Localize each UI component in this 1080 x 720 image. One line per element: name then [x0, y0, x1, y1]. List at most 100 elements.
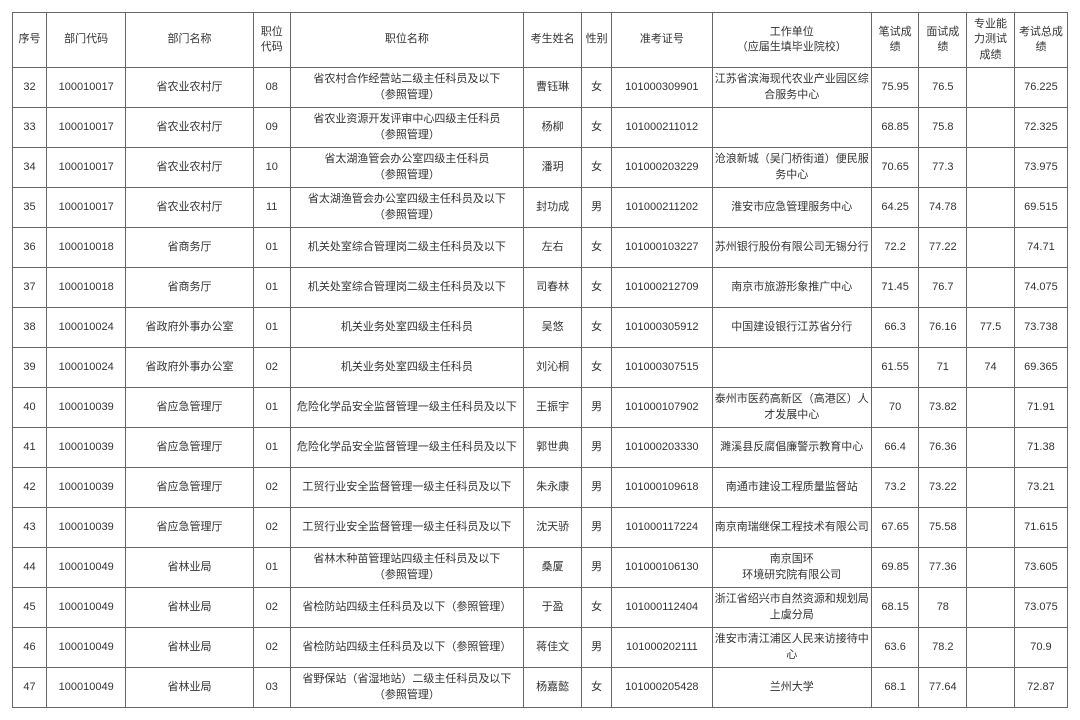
cell-dcode: 100010024: [46, 308, 126, 348]
cell-s3: [967, 388, 1015, 428]
cell-s3: [967, 628, 1015, 668]
cell-pname: 机关业务处室四级主任科员: [290, 348, 523, 388]
table-row: 47100010049省林业局03省野保站（省湿地站）二级主任科员及以下（参照管…: [13, 668, 1068, 708]
cell-s4: 73.075: [1014, 588, 1067, 628]
cell-ticket: 101000212709: [612, 268, 713, 308]
cell-pname: 机关处室综合管理岗二级主任科员及以下: [290, 268, 523, 308]
cell-unit: [712, 108, 871, 148]
cell-s1: 67.65: [871, 508, 919, 548]
cell-s4: 72.325: [1014, 108, 1067, 148]
cell-dname: 省应急管理厅: [126, 468, 253, 508]
cell-ticket: 101000103227: [612, 228, 713, 268]
cell-s2: 75.58: [919, 508, 967, 548]
cell-sex: 男: [582, 428, 612, 468]
cell-seq: 37: [13, 268, 47, 308]
cell-pcode: 01: [253, 388, 290, 428]
cell-pcode: 02: [253, 588, 290, 628]
cell-cname: 于盈: [524, 588, 582, 628]
cell-dcode: 100010049: [46, 588, 126, 628]
cell-s1: 64.25: [871, 188, 919, 228]
cell-seq: 36: [13, 228, 47, 268]
cell-unit: 淮安市清江浦区人民来访接待中心: [712, 628, 871, 668]
cell-cname: 杨柳: [524, 108, 582, 148]
col-header-12: 考试总成绩: [1014, 13, 1067, 68]
cell-ticket: 101000117224: [612, 508, 713, 548]
cell-dcode: 100010018: [46, 268, 126, 308]
cell-pname: 省林木种苗管理站四级主任科员及以下（参照管理）: [290, 548, 523, 588]
cell-s3: [967, 228, 1015, 268]
cell-unit: 浙江省绍兴市自然资源和规划局上虞分局: [712, 588, 871, 628]
cell-sex: 女: [582, 108, 612, 148]
cell-s3: [967, 588, 1015, 628]
cell-unit: 苏州银行股份有限公司无锡分行: [712, 228, 871, 268]
cell-seq: 32: [13, 68, 47, 108]
cell-seq: 39: [13, 348, 47, 388]
cell-ticket: 101000203330: [612, 428, 713, 468]
exam-results-table: 序号部门代码部门名称职位代码职位名称考生姓名性别准考证号工作单位（应届生填毕业院…: [12, 12, 1068, 708]
cell-sex: 男: [582, 388, 612, 428]
cell-cname: 封功成: [524, 188, 582, 228]
cell-sex: 女: [582, 668, 612, 708]
cell-pname: 机关处室综合管理岗二级主任科员及以下: [290, 228, 523, 268]
col-header-7: 准考证号: [612, 13, 713, 68]
cell-s4: 70.9: [1014, 628, 1067, 668]
cell-sex: 女: [582, 268, 612, 308]
cell-s1: 66.4: [871, 428, 919, 468]
cell-seq: 44: [13, 548, 47, 588]
cell-s2: 78.2: [919, 628, 967, 668]
cell-pname: 省野保站（省湿地站）二级主任科员及以下（参照管理）: [290, 668, 523, 708]
cell-pcode: 10: [253, 148, 290, 188]
cell-dname: 省林业局: [126, 668, 253, 708]
cell-ticket: 101000309901: [612, 68, 713, 108]
cell-s1: 63.6: [871, 628, 919, 668]
col-header-11: 专业能力测试成绩: [967, 13, 1015, 68]
cell-dcode: 100010017: [46, 148, 126, 188]
cell-s4: 69.365: [1014, 348, 1067, 388]
cell-s2: 76.7: [919, 268, 967, 308]
cell-s2: 76.16: [919, 308, 967, 348]
cell-cname: 曹钰琳: [524, 68, 582, 108]
cell-s1: 73.2: [871, 468, 919, 508]
cell-s3: [967, 108, 1015, 148]
cell-dcode: 100010017: [46, 68, 126, 108]
cell-seq: 47: [13, 668, 47, 708]
cell-sex: 男: [582, 628, 612, 668]
cell-cname: 蒋佳文: [524, 628, 582, 668]
cell-s2: 71: [919, 348, 967, 388]
cell-unit: 南通市建设工程质量监督站: [712, 468, 871, 508]
cell-unit: 泰州市医药高新区（高港区）人才发展中心: [712, 388, 871, 428]
cell-s3: [967, 508, 1015, 548]
cell-pcode: 01: [253, 548, 290, 588]
cell-s2: 73.22: [919, 468, 967, 508]
cell-pcode: 02: [253, 508, 290, 548]
cell-sex: 男: [582, 508, 612, 548]
table-row: 43100010039省应急管理厅02工贸行业安全监督管理一级主任科员及以下沈天…: [13, 508, 1068, 548]
cell-s2: 77.64: [919, 668, 967, 708]
cell-dname: 省农业农村厅: [126, 108, 253, 148]
cell-pcode: 01: [253, 308, 290, 348]
cell-pname: 省检防站四级主任科员及以下（参照管理）: [290, 628, 523, 668]
cell-sex: 男: [582, 188, 612, 228]
cell-sex: 女: [582, 148, 612, 188]
cell-dcode: 100010017: [46, 188, 126, 228]
cell-pname: 危险化学品安全监督管理一级主任科员及以下: [290, 428, 523, 468]
cell-pname: 省太湖渔管会办公室四级主任科员及以下（参照管理）: [290, 188, 523, 228]
cell-dcode: 100010039: [46, 468, 126, 508]
table-row: 41100010039省应急管理厅01危险化学品安全监督管理一级主任科员及以下郭…: [13, 428, 1068, 468]
cell-unit: 兰州大学: [712, 668, 871, 708]
cell-s2: 74.78: [919, 188, 967, 228]
cell-s4: 74.71: [1014, 228, 1067, 268]
table-row: 38100010024省政府外事办公室01机关业务处室四级主任科员吴悠女1010…: [13, 308, 1068, 348]
table-row: 35100010017省农业农村厅11省太湖渔管会办公室四级主任科员及以下（参照…: [13, 188, 1068, 228]
col-header-9: 笔试成绩: [871, 13, 919, 68]
cell-cname: 桑厦: [524, 548, 582, 588]
cell-dname: 省商务厅: [126, 228, 253, 268]
cell-dcode: 100010049: [46, 628, 126, 668]
col-header-5: 考生姓名: [524, 13, 582, 68]
cell-seq: 40: [13, 388, 47, 428]
col-header-1: 部门代码: [46, 13, 126, 68]
cell-seq: 33: [13, 108, 47, 148]
cell-s3: [967, 68, 1015, 108]
cell-s1: 68.1: [871, 668, 919, 708]
cell-cname: 左右: [524, 228, 582, 268]
